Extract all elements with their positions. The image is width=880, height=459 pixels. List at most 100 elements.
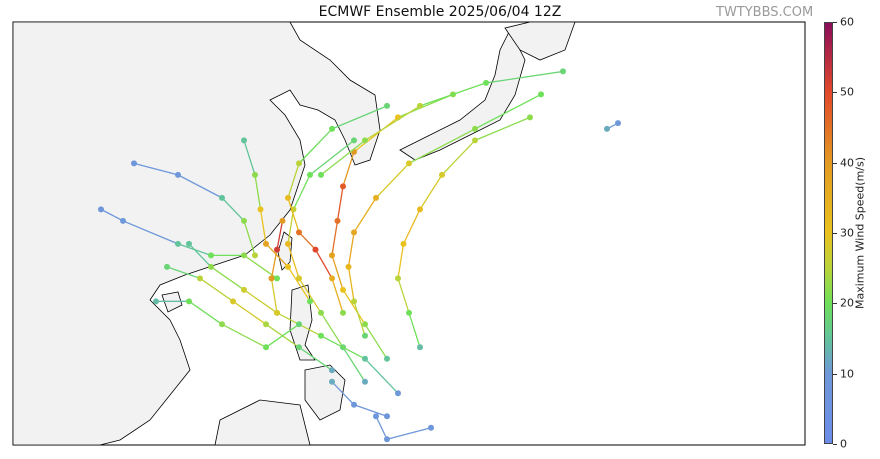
track-segment [188, 300, 223, 325]
track-point [241, 286, 247, 293]
track-point [340, 309, 346, 316]
track-point [395, 275, 401, 282]
track-segment [243, 140, 256, 176]
track-segment [243, 289, 278, 314]
track-segment [331, 105, 388, 130]
track-point [252, 171, 258, 178]
track [268, 217, 286, 316]
colorbar-label: Maximum Wind Speed(m/s) [853, 156, 867, 310]
track-segment [287, 266, 311, 302]
track-segment [166, 266, 201, 279]
track-point [340, 286, 346, 293]
track-segment [320, 139, 366, 176]
colorbar-tick-label: 60 [840, 15, 854, 29]
track-segment [259, 209, 267, 244]
track-point [296, 229, 302, 236]
track-point [219, 321, 225, 328]
track-point [197, 275, 203, 282]
track-point [285, 194, 291, 201]
track-segment [441, 139, 476, 176]
track-segment [397, 278, 410, 314]
track-segment [298, 231, 316, 251]
track-point [439, 171, 445, 178]
track-point [340, 183, 346, 190]
track-point [417, 344, 423, 351]
colorbar-tick [833, 233, 837, 234]
track-point [395, 390, 401, 397]
track-segment [375, 415, 388, 440]
hokkaido [504, 21, 576, 61]
track-segment [243, 220, 256, 256]
track-segment [320, 312, 344, 348]
track-point [560, 68, 566, 75]
track-point [241, 217, 247, 224]
track-point [472, 137, 478, 144]
track-segment [336, 186, 344, 221]
track-point [362, 321, 368, 328]
track-point [274, 246, 280, 253]
borneo [214, 399, 311, 446]
track [373, 413, 434, 443]
track-point [98, 206, 104, 213]
track-segment [265, 243, 289, 268]
track-point [329, 275, 335, 282]
track-point [329, 125, 335, 132]
track-point [186, 298, 192, 305]
track-segment [298, 128, 333, 164]
track-point [312, 246, 319, 253]
track-point [175, 171, 181, 178]
track-point [329, 367, 335, 374]
track-segment [408, 128, 476, 164]
track-point [208, 252, 214, 259]
track-segment [347, 232, 355, 267]
track-segment [221, 323, 267, 348]
track-segment [199, 277, 234, 302]
track-point [345, 263, 352, 270]
track-segment [342, 151, 355, 187]
track-segment [320, 335, 366, 360]
track-segment [221, 197, 245, 222]
track-point [417, 206, 423, 213]
track-segment [232, 300, 267, 325]
colorbar-tick-label: 50 [840, 85, 854, 99]
track [164, 263, 335, 374]
track-point [274, 275, 280, 282]
track-point [296, 344, 302, 351]
track [285, 102, 390, 316]
track-point [400, 240, 407, 247]
track-segment [331, 381, 355, 406]
track-point [351, 137, 357, 144]
track-point [230, 298, 236, 305]
track-point [351, 229, 357, 236]
track-point [527, 114, 533, 121]
track-point [334, 217, 341, 224]
track-point [252, 252, 258, 259]
track-segment [485, 70, 564, 84]
track-segment [375, 162, 410, 199]
track-segment [331, 278, 344, 314]
track-point [241, 137, 247, 144]
track-segment [287, 197, 300, 233]
track-segment [254, 174, 262, 210]
track-point [351, 401, 357, 408]
track-segment [188, 243, 212, 268]
track-segment [402, 209, 421, 245]
track-segment [342, 289, 366, 325]
track-segment [309, 139, 355, 176]
track-point [329, 252, 335, 259]
track-point [483, 79, 489, 86]
track-segment [331, 220, 339, 256]
track-segment [408, 312, 421, 348]
track-point [318, 171, 324, 178]
track-segment [314, 249, 333, 279]
track-segment [100, 208, 124, 222]
track [345, 91, 544, 339]
track-point [307, 298, 313, 305]
track-segment [298, 346, 333, 371]
colorbar-tick [833, 444, 837, 445]
visayas-mindanao [304, 364, 346, 421]
colorbar-tick-label: 10 [840, 367, 854, 381]
track-point [362, 355, 368, 362]
track [98, 206, 280, 282]
track [395, 114, 533, 351]
